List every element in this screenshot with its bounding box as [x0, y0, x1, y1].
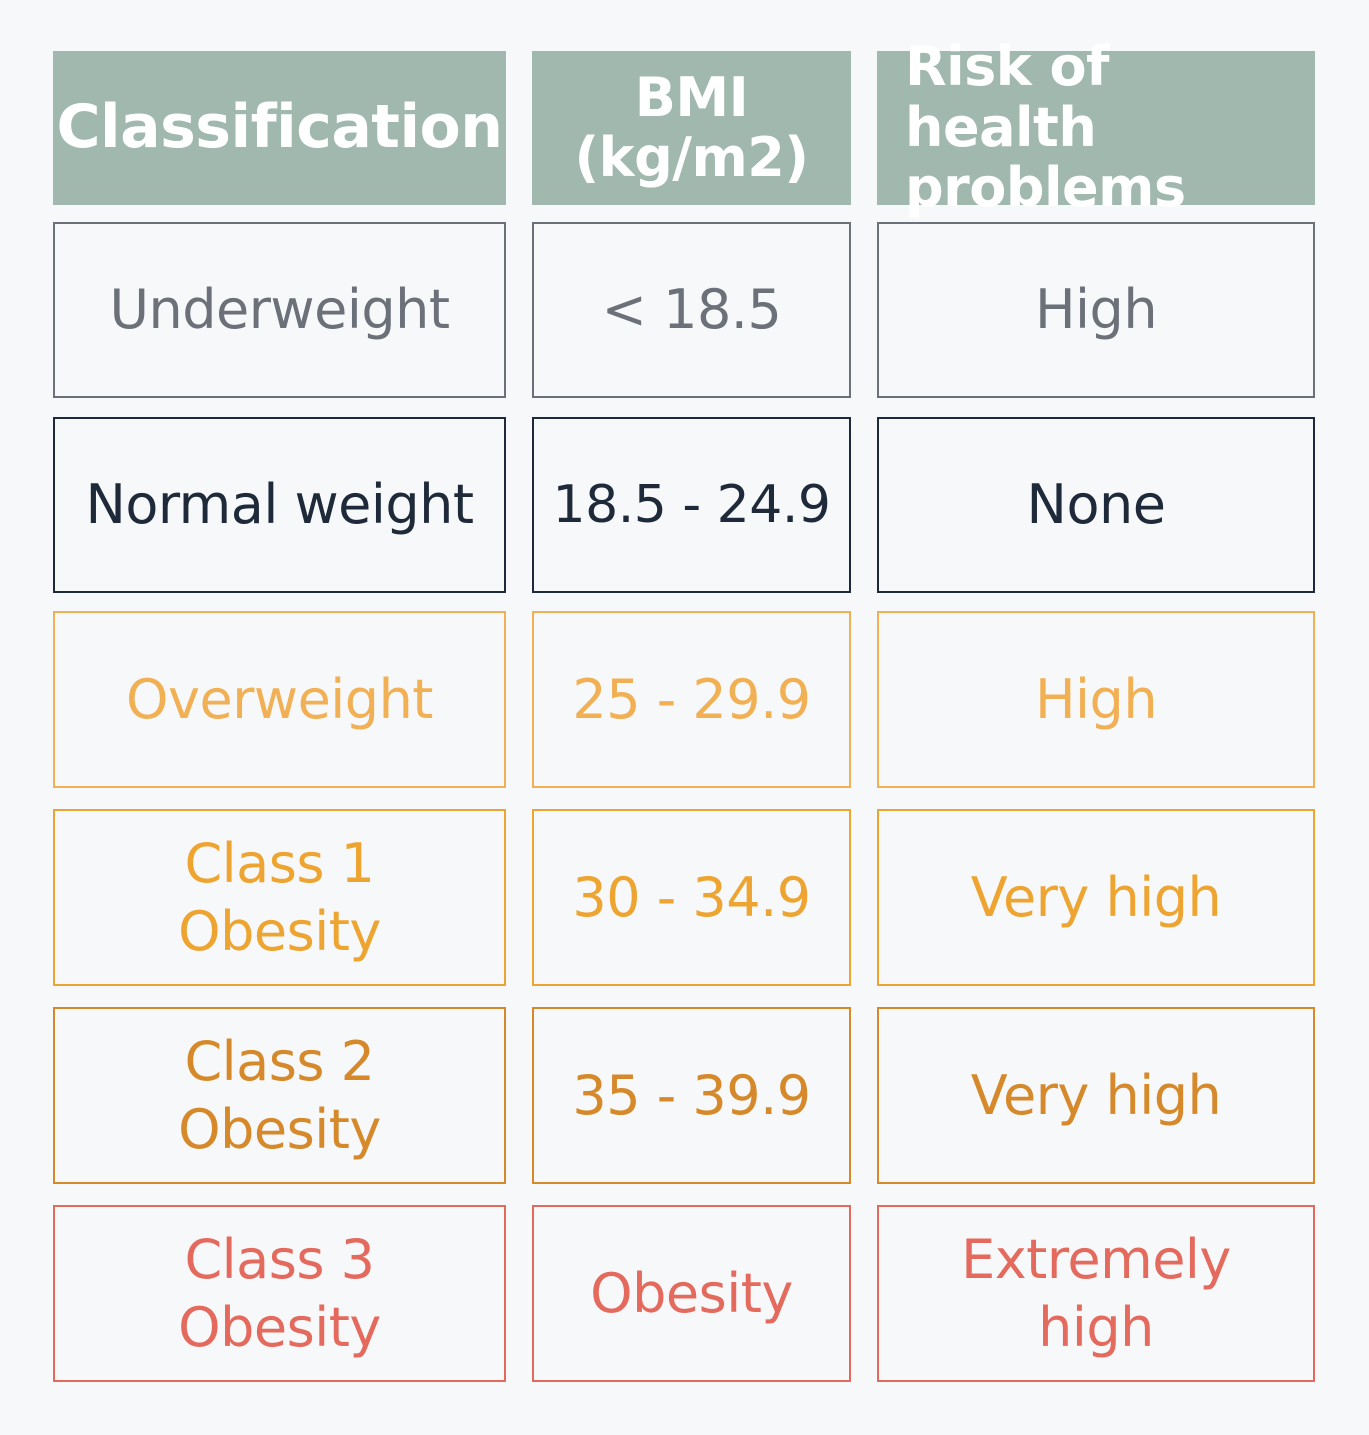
bmi-cell-row-3: 25 - 29.9 — [532, 611, 851, 788]
bmi-cell-row-4-text: 30 - 34.9 — [572, 864, 811, 932]
classification-cell-row-4-line-2: Obesity — [178, 899, 381, 963]
risk-cell-row-3-text: High — [1034, 666, 1158, 734]
classification-cell-row-4-line-1: Class 1 — [184, 832, 375, 895]
classification-cell-row-3: Overweight — [53, 611, 506, 788]
bmi-cell-row-5-line-1: 35 - 39.9 — [572, 1063, 811, 1127]
bmi-cell-row-5: 35 - 39.9 — [532, 1007, 851, 1184]
risk-cell-row-6-text: Extremely high — [961, 1226, 1231, 1361]
classification-cell-row-2: Normal weight — [53, 417, 506, 593]
risk-cell-row-5: Very high — [877, 1007, 1315, 1184]
classification-cell-row-5: Class 2 Obesity — [53, 1007, 506, 1184]
classification-cell-row-3-line-1: Overweight — [126, 667, 433, 731]
classification-cell-row-5-line-2: Obesity — [178, 1097, 381, 1161]
bmi-cell-row-1-text: < 18.5 — [602, 276, 782, 344]
classification-cell-row-4-text: Class 1 Obesity — [178, 830, 381, 965]
header-bmi-text: BMI (kg/m2) — [574, 65, 810, 189]
risk-cell-row-2-line-1: None — [1026, 473, 1166, 537]
header-risk-line-2: problems — [905, 156, 1186, 220]
risk-cell-row-4-line-1: Very high — [970, 865, 1222, 929]
risk-cell-row-4: Very high — [877, 809, 1315, 986]
classification-cell-row-3-text: Overweight — [126, 666, 433, 734]
risk-cell-row-3-line-1: High — [1034, 667, 1158, 731]
risk-cell-row-6: Extremely high — [877, 1205, 1315, 1382]
risk-cell-row-6-line-2: high — [1038, 1295, 1154, 1359]
bmi-cell-row-6-text: Obesity — [590, 1260, 793, 1328]
bmi-cell-row-2-text: 18.5 - 24.9 — [553, 473, 831, 538]
bmi-cell-row-3-text: 25 - 29.9 — [572, 666, 811, 734]
header-risk-line-1: Risk of health — [905, 35, 1110, 159]
risk-cell-row-5-text: Very high — [971, 1062, 1222, 1130]
header-classification: Classification — [53, 51, 506, 205]
risk-cell-row-3: High — [877, 611, 1315, 788]
risk-cell-row-5-line-1: Very high — [970, 1063, 1222, 1127]
header-risk: Risk of health problems — [877, 37, 1315, 218]
risk-cell-row-2: None — [877, 417, 1315, 593]
header-classification-line-1: Classification — [56, 92, 504, 163]
bmi-cell-row-4-line-1: 30 - 34.9 — [572, 865, 811, 929]
bmi-cell-row-1: < 18.5 — [532, 222, 851, 398]
header-bmi-line-1: BMI — [634, 65, 749, 129]
classification-cell-row-6-line-1: Class 3 — [184, 1228, 375, 1291]
header-risk-text: Risk of health problems — [905, 35, 1305, 220]
classification-cell-row-6: Class 3 Obesity — [53, 1205, 506, 1382]
bmi-cell-row-2-line-1: 18.5 - 24.9 — [552, 474, 831, 535]
risk-cell-row-2-text: None — [1027, 471, 1166, 539]
risk-cell-row-1-text: High — [1034, 276, 1158, 344]
classification-cell-row-2-text: Normal weight — [85, 471, 474, 539]
bmi-cell-row-2: 18.5 - 24.9 — [532, 417, 851, 593]
header-bmi-line-2: (kg/m2) — [574, 126, 810, 189]
classification-cell-row-6-line-2: Obesity — [178, 1295, 381, 1359]
risk-cell-row-1-line-1: High — [1034, 278, 1158, 342]
bmi-cell-row-3-line-1: 25 - 29.9 — [572, 667, 811, 731]
classification-cell-row-5-text: Class 2 Obesity — [178, 1028, 381, 1163]
header-bmi: BMI (kg/m2) — [532, 51, 851, 205]
bmi-cell-row-6: Obesity — [532, 1205, 851, 1382]
bmi-cell-row-4: 30 - 34.9 — [532, 809, 851, 986]
risk-cell-row-4-text: Very high — [971, 864, 1222, 932]
classification-cell-row-6-text: Class 3 Obesity — [178, 1226, 381, 1361]
risk-cell-row-1: High — [877, 222, 1315, 398]
bmi-cell-row-5-text: 35 - 39.9 — [572, 1062, 811, 1130]
risk-cell-row-6-line-1: Extremely — [961, 1228, 1231, 1291]
bmi-cell-row-1-line-1: < 18.5 — [601, 278, 782, 342]
classification-cell-row-1: Underweight — [53, 222, 506, 398]
classification-cell-row-5-line-1: Class 2 — [184, 1030, 375, 1093]
bmi-cell-row-6-line-1: Obesity — [590, 1261, 793, 1325]
classification-cell-row-1-line-1: Underweight — [109, 278, 450, 342]
classification-cell-row-4: Class 1 Obesity — [53, 809, 506, 986]
header-classification-text: Classification — [56, 92, 504, 163]
classification-cell-row-1-text: Underweight — [109, 276, 450, 344]
classification-cell-row-2-line-1: Normal weight — [85, 473, 474, 537]
